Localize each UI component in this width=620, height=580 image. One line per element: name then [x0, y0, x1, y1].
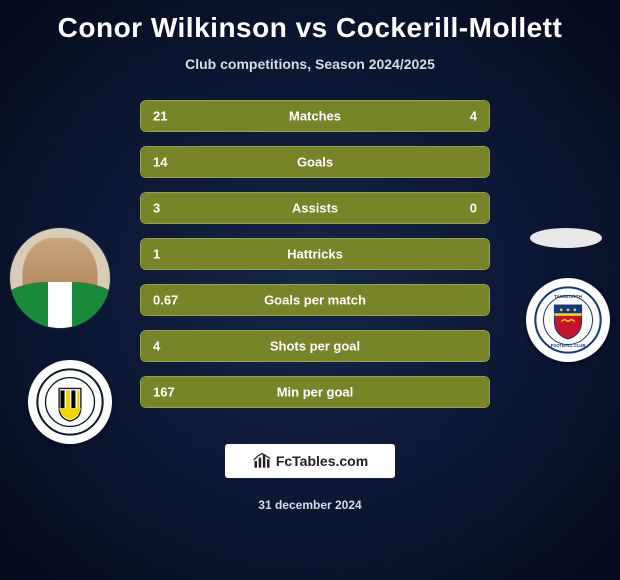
stat-row: 4Shots per goal	[140, 330, 490, 362]
stat-label: Shots per goal	[141, 339, 489, 354]
player2-avatar	[530, 228, 602, 248]
stat-label: Hattricks	[141, 247, 489, 262]
stat-row: 167Min per goal	[140, 376, 490, 408]
stat-rows-container: 214Matches 14Goals 30Assists 1Hattricks 0.67…	[140, 100, 490, 422]
stat-label: Goals per match	[141, 293, 489, 308]
stat-row: 0.67Goals per match	[140, 284, 490, 316]
stat-label: Goals	[141, 155, 489, 170]
subtitle: Club competitions, Season 2024/2025	[0, 56, 620, 72]
stat-row: 30Assists	[140, 192, 490, 224]
logo-text: FcTables.com	[276, 453, 368, 469]
svg-text:FOOTBALL CLUB: FOOTBALL CLUB	[551, 343, 586, 348]
page-title: Conor Wilkinson vs Cockerill-Mollett	[0, 0, 620, 44]
player2-club-badge: TAMWORTH FOOTBALL CLUB	[526, 278, 610, 362]
player1-jersey	[10, 282, 110, 328]
svg-text:TAMWORTH: TAMWORTH	[554, 294, 582, 300]
chart-icon	[252, 451, 272, 471]
stat-row: 1Hattricks	[140, 238, 490, 270]
infographic-content: Conor Wilkinson vs Cockerill-Mollett Clu…	[0, 0, 620, 580]
stat-label: Min per goal	[141, 385, 489, 400]
stat-row: 14Goals	[140, 146, 490, 178]
date-label: 31 december 2024	[0, 498, 620, 512]
club1-crest-icon	[36, 368, 104, 436]
source-logo: FcTables.com	[225, 444, 395, 478]
player1-avatar	[10, 228, 110, 328]
main-area: TAMWORTH FOOTBALL CLUB 214Matches 14Goals…	[0, 100, 620, 430]
stat-label: Assists	[141, 201, 489, 216]
player1-club-badge	[28, 360, 112, 444]
stat-row: 214Matches	[140, 100, 490, 132]
stat-label: Matches	[141, 109, 489, 124]
club2-crest-icon: TAMWORTH FOOTBALL CLUB	[534, 286, 602, 354]
